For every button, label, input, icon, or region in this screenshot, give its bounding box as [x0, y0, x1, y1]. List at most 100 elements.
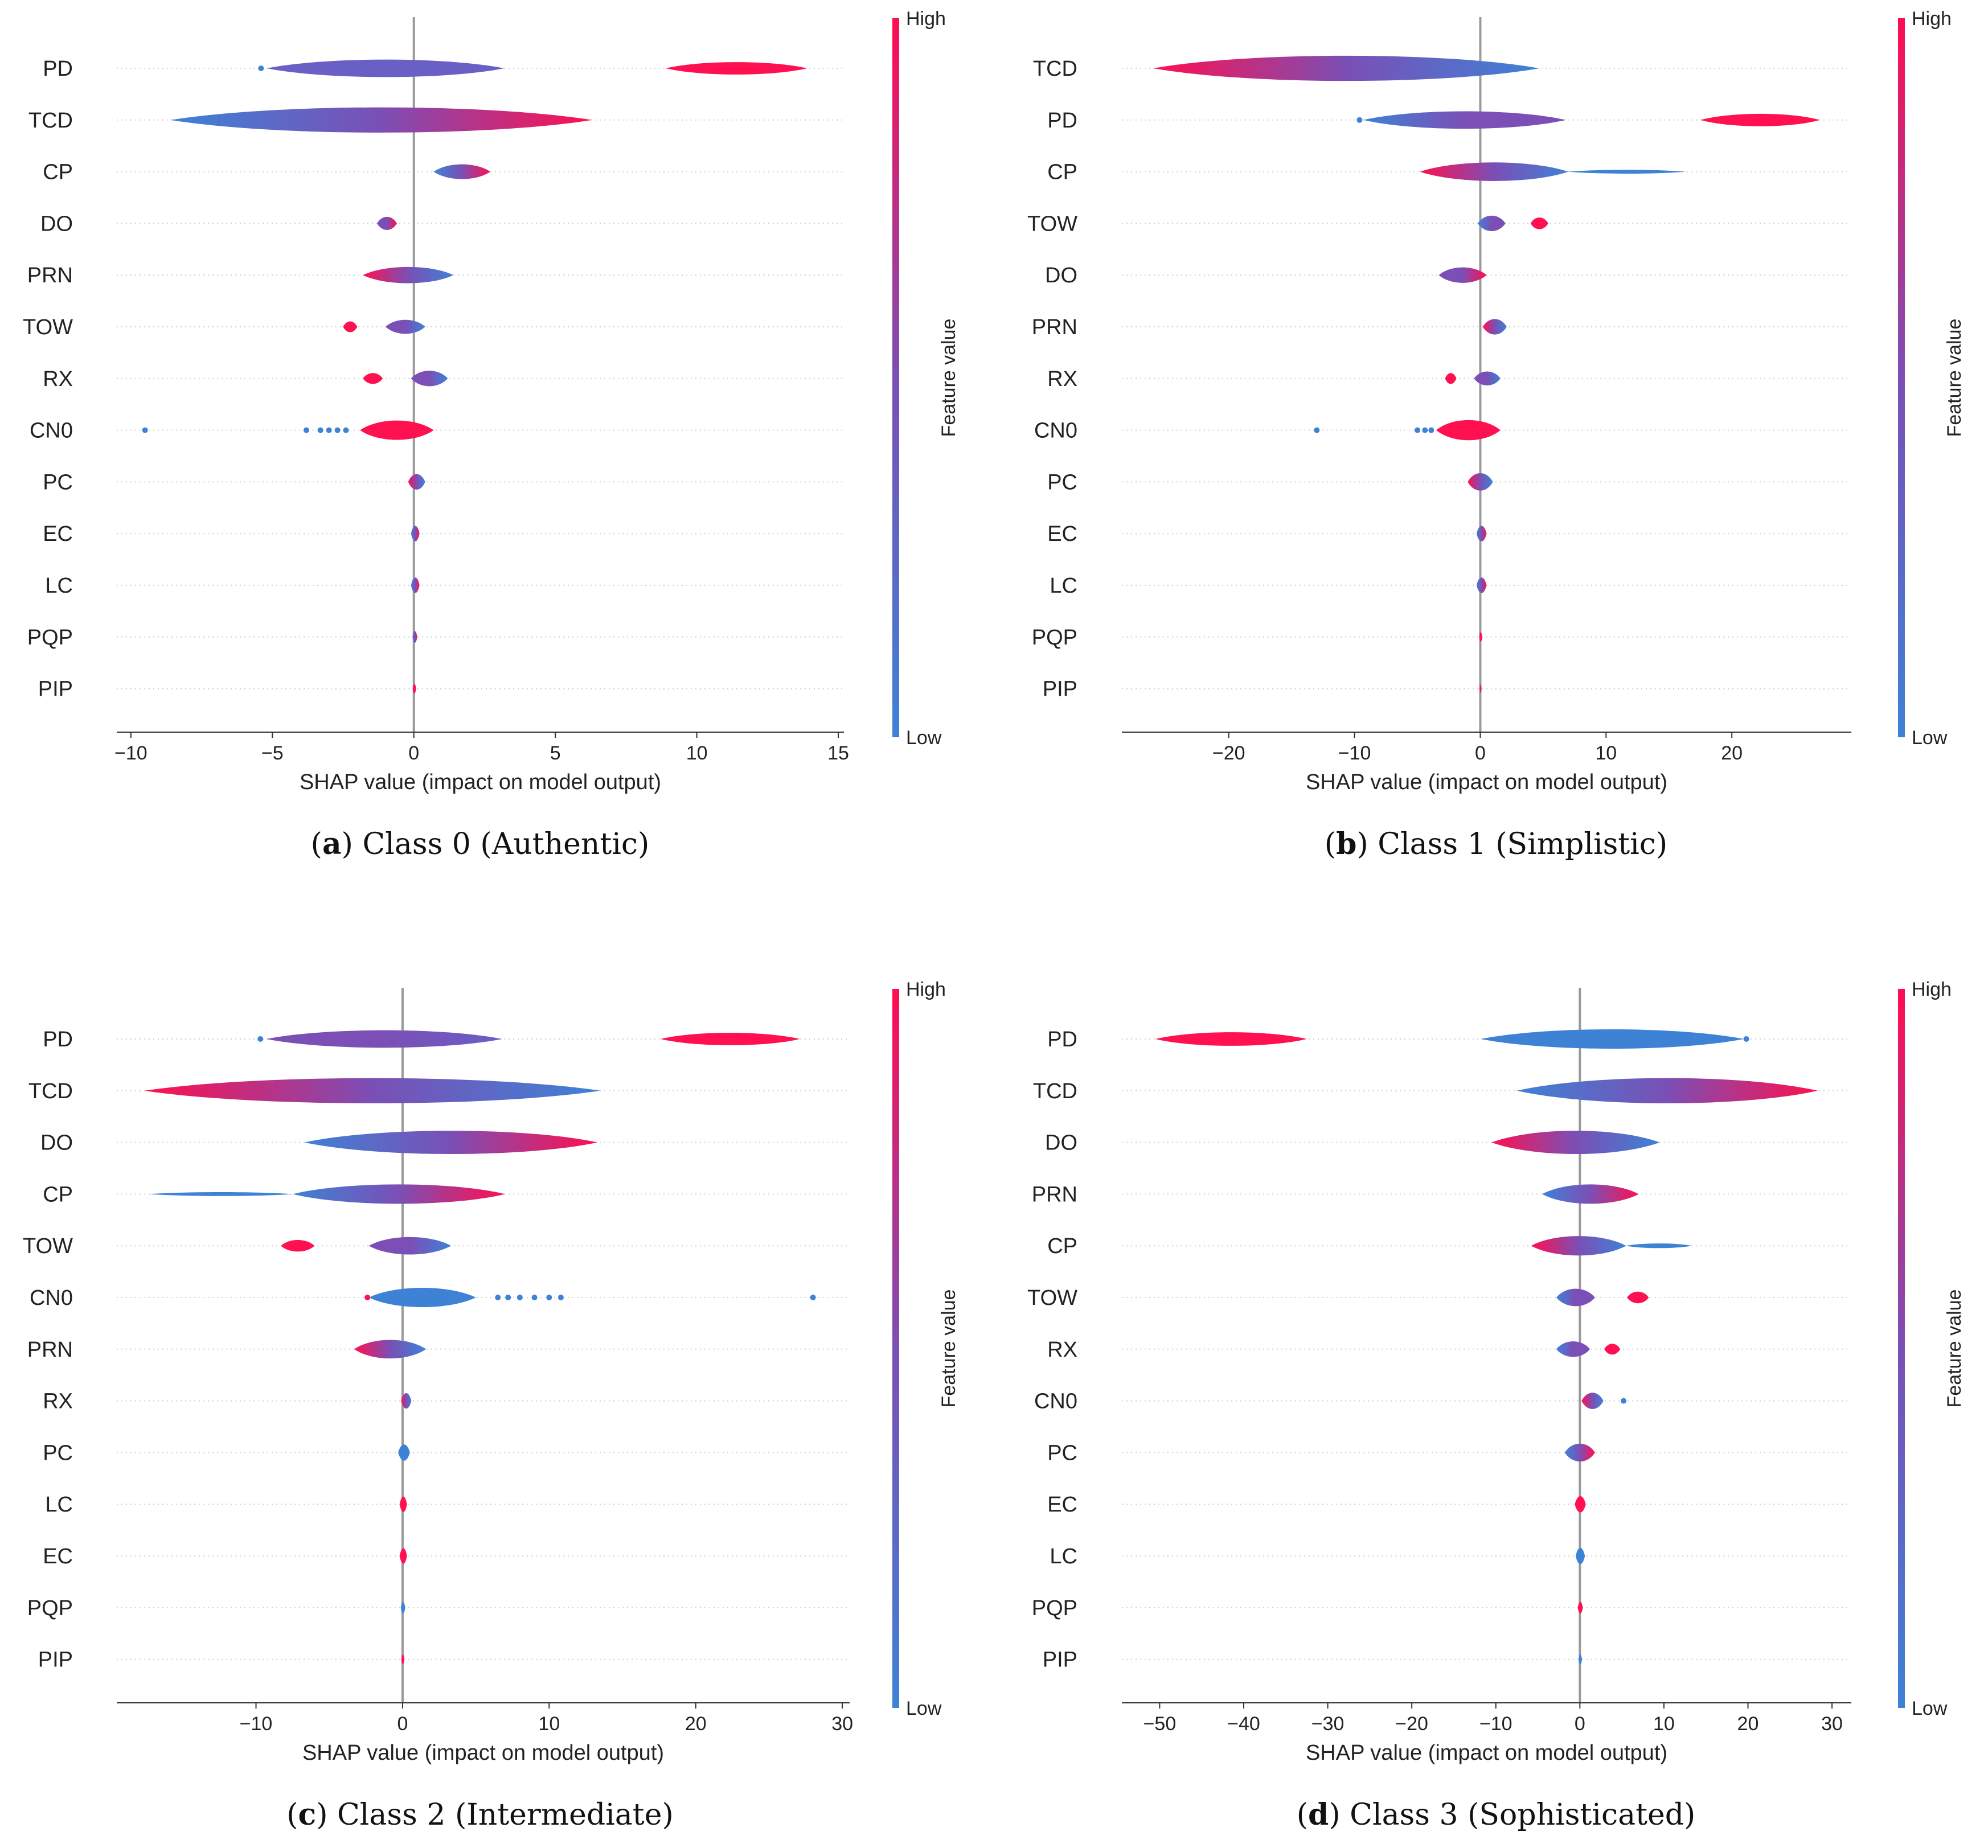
x-tick-label: 15 [827, 742, 849, 764]
violin-pd-0 [1155, 1032, 1307, 1046]
panel-caption: (a) Class 0 (Authentic) [311, 827, 650, 861]
feature-label-do: DO [40, 212, 73, 236]
violin-prn-0 [363, 266, 454, 284]
feature-label-cn0: CN0 [30, 419, 73, 443]
violin-pd-1 [1700, 113, 1820, 126]
violin-prn-0 [354, 1340, 427, 1359]
feature-label-prn: PRN [1032, 1182, 1077, 1206]
caption-letter: c [298, 1797, 317, 1832]
feature-label-pd: PD [1047, 109, 1077, 133]
outlier-dot-cn0-1 [495, 1295, 501, 1300]
violin-rx-1 [411, 371, 448, 387]
colorbar-low-label: Low [1912, 727, 1948, 749]
violin-lc-0 [411, 577, 420, 593]
violin-do-0 [1491, 1131, 1660, 1155]
x-tick-label: 0 [397, 1713, 408, 1735]
x-tick-label: −10 [1479, 1713, 1512, 1735]
violin-pqp-0 [400, 1601, 405, 1614]
outlier-dot-cn0-0 [364, 1295, 371, 1300]
colorbar [892, 18, 899, 737]
violin-pip-0 [401, 1654, 405, 1665]
outlier-dot-cn0-4 [334, 427, 341, 433]
outlier-dot-cn0-3 [1428, 427, 1434, 433]
colorbar-low-label: Low [1912, 1698, 1948, 1719]
violin-cn0-0 [360, 420, 434, 440]
violin-pqp-0 [1479, 632, 1482, 642]
feature-label-pip: PIP [1043, 1648, 1077, 1672]
feature-label-pd: PD [43, 1028, 73, 1052]
outlier-dot-cn0-2 [505, 1295, 511, 1300]
feature-label-pc: PC [1047, 1441, 1077, 1465]
violin-pqp-0 [1577, 1601, 1583, 1614]
violin-cp-1 [1626, 1243, 1692, 1249]
feature-label-cn0: CN0 [1034, 1390, 1077, 1414]
violin-tow-1 [386, 319, 425, 334]
x-axis-title: SHAP value (impact on model output) [300, 770, 661, 794]
outlier-dot-cn0-1 [303, 427, 309, 433]
outlier-dot-pd-0 [1356, 117, 1363, 123]
caption-close-paren: ) [342, 827, 353, 861]
colorbar-high-label: High [906, 8, 946, 30]
violin-tow-1 [1626, 1291, 1649, 1304]
caption-letter: a [322, 827, 342, 861]
outlier-dot-cn0-5 [546, 1295, 552, 1300]
panel-caption: (b) Class 1 (Simplistic) [1325, 827, 1667, 861]
x-tick-label: −10 [240, 1713, 273, 1735]
colorbar-high-label: High [1912, 8, 1952, 30]
caption-open-paren: ( [1297, 1798, 1308, 1832]
feature-label-pqp: PQP [1032, 1596, 1077, 1620]
colorbar [1898, 18, 1905, 737]
feature-label-pip: PIP [1043, 677, 1077, 701]
violin-cp-0 [1420, 162, 1569, 181]
violin-pc-0 [1564, 1443, 1595, 1462]
feature-label-tow: TOW [1027, 1286, 1077, 1310]
violin-tow-0 [281, 1239, 315, 1252]
feature-label-lc: LC [45, 574, 73, 598]
colorbar [1898, 989, 1905, 1708]
caption-letter: b [1336, 827, 1356, 861]
violin-cp-1 [1568, 170, 1686, 174]
feature-label-rx: RX [43, 367, 73, 391]
violin-tow-0 [1478, 215, 1506, 232]
outlier-dot-cn0-2 [317, 427, 323, 433]
violin-rx-0 [401, 1393, 412, 1409]
feature-label-rx: RX [1047, 367, 1077, 391]
feature-label-lc: LC [1050, 1545, 1077, 1568]
violin-pd-1 [1481, 1029, 1744, 1049]
violin-rx-1 [1474, 371, 1501, 386]
x-tick-label: 10 [1595, 742, 1617, 764]
violin-rx-0 [1556, 1341, 1591, 1357]
caption-letter: d [1308, 1797, 1329, 1832]
outlier-dot-pd-0 [257, 1036, 264, 1042]
violin-cn0-0 [368, 1287, 476, 1308]
violin-do-0 [377, 216, 397, 230]
feature-label-rx: RX [43, 1390, 73, 1414]
feature-label-cn0: CN0 [1034, 419, 1077, 443]
outlier-dot-cn0-3 [326, 427, 332, 433]
violin-ec-0 [411, 525, 420, 541]
caption-open-paren: ( [311, 827, 322, 861]
caption-open-paren: ( [286, 1798, 298, 1832]
violin-cp-0 [292, 1184, 506, 1204]
violin-rx-0 [1445, 373, 1457, 384]
feature-label-cp: CP [43, 161, 73, 184]
panel-caption: (c) Class 2 (Intermediate) [286, 1797, 674, 1832]
feature-label-ec: EC [43, 1545, 73, 1568]
x-axis-title: SHAP value (impact on model output) [302, 1741, 664, 1765]
feature-label-tcd: TCD [28, 1079, 73, 1103]
violin-cp-0 [433, 164, 490, 179]
feature-label-pqp: PQP [27, 626, 73, 650]
violin-tcd-0 [144, 1078, 601, 1103]
x-tick-label: 30 [831, 1713, 853, 1735]
feature-label-do: DO [40, 1131, 73, 1155]
feature-label-pc: PC [43, 470, 73, 494]
feature-label-lc: LC [1050, 574, 1077, 598]
violin-tow-1 [1530, 217, 1548, 229]
x-tick-label: 10 [538, 1713, 560, 1735]
x-tick-label: 30 [1821, 1713, 1843, 1735]
panel-b: TCD PD CP TOW DO PRN RX CN0 PC EC LC PQP PIP −20 −10 0 1… [1027, 8, 1965, 861]
feature-label-ec: EC [43, 522, 73, 546]
violin-cp-0 [1531, 1236, 1626, 1256]
